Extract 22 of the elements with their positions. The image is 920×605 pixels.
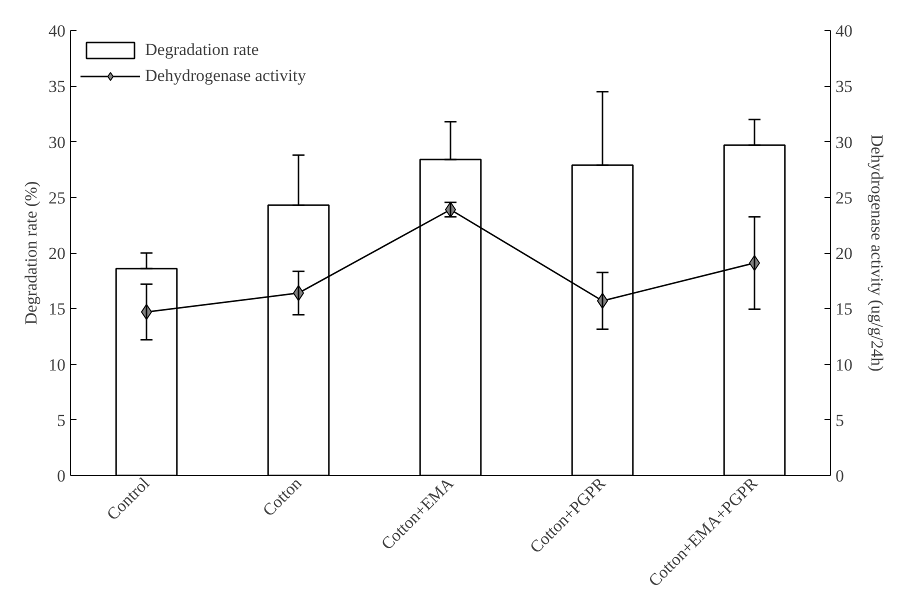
- y2-tick-label: 20: [836, 244, 852, 263]
- y2-tick-label: 0: [836, 466, 844, 486]
- y2-tick-label: 40: [836, 22, 852, 40]
- y2-tick-label: 5: [836, 410, 844, 430]
- y-tick-label: 35: [48, 77, 66, 96]
- y-tick-label: 10: [48, 355, 66, 374]
- y2-tick-label: 25: [836, 188, 852, 208]
- y-tick-label: 0: [57, 466, 66, 486]
- y2-axis-title: Dehydrogenase activity (ug/g/24h): [868, 134, 886, 372]
- y2-tick-label: 35: [836, 77, 852, 96]
- y-axis-title: Degradation rate (%): [22, 181, 40, 325]
- y-tick-label: 5: [57, 410, 66, 430]
- y2-tick-label: 15: [836, 300, 852, 319]
- y-tick-label: 20: [48, 244, 66, 263]
- legend-label: Dehydrogenase activity: [145, 66, 306, 86]
- y2-tick-label: 10: [836, 355, 852, 374]
- y-tick-label: 40: [48, 22, 66, 40]
- y-tick-label: 30: [48, 132, 66, 152]
- y-tick-label: 15: [48, 300, 66, 319]
- y2-tick-label: 30: [836, 132, 852, 152]
- legend-label: Degradation rate: [145, 40, 259, 60]
- y-tick-label: 25: [48, 188, 66, 208]
